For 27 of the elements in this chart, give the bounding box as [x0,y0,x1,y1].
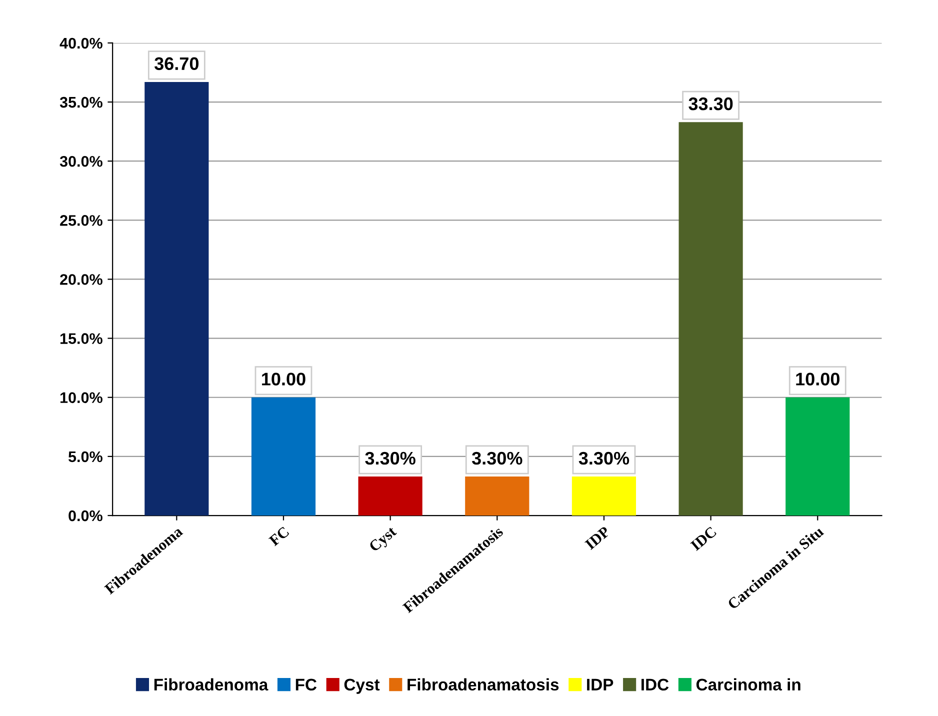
y-tick-label: 5.0% [68,451,102,462]
data-label: 3.30% [578,452,630,465]
x-tick-label: IDC [690,526,717,552]
legend-label: Cyst [344,678,380,694]
y-tick-label: 30.0% [60,156,102,167]
data-label: 10.00 [262,372,306,386]
y-tick-label: 15.0% [60,333,102,344]
x-tick-label: Cyst [368,526,400,554]
data-label: 3.30% [472,452,522,465]
legend-label: Fibroadenoma [154,678,268,691]
data-label: 33.30 [688,97,733,110]
legend-label: Fibroadenamatosis [408,678,559,691]
y-tick-label: 10.0% [60,392,102,404]
x-tick-label: FC [268,526,290,546]
y-tick-label: 40.0% [60,38,102,49]
y-tick-label: 20.0% [60,274,102,285]
data-label: 10.00 [796,372,840,386]
x-tick-label: IDP [584,526,610,550]
legend-label: Carcinoma in [696,678,800,691]
legend-label: IDP [587,678,614,690]
y-tick-label: 25.0% [60,215,102,226]
legend-label: IDC [642,678,669,691]
legend-label: FC [296,678,317,691]
y-tick-label: 35.0% [60,96,102,108]
data-label: 36.70 [154,57,199,70]
data-label: 3.30% [365,452,416,465]
y-tick-label: 0.0% [68,510,102,522]
